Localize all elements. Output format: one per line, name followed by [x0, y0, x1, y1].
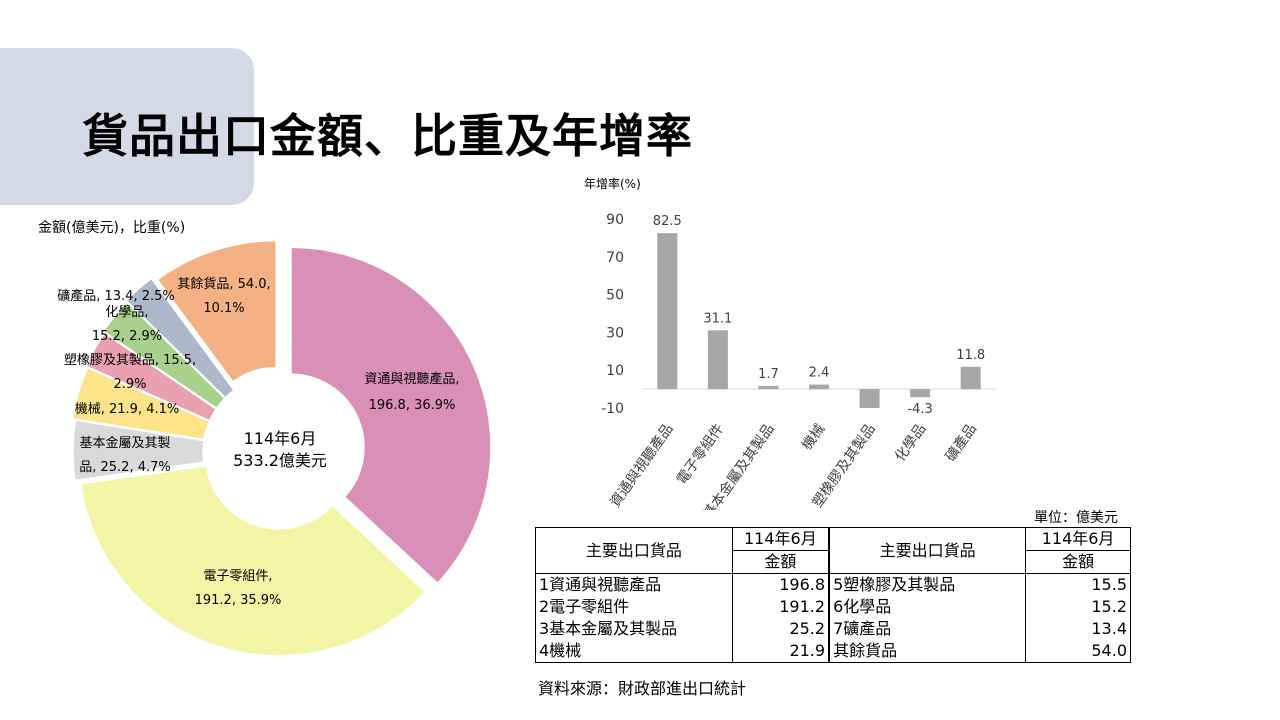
table-cell-value: 15.5: [1025, 573, 1131, 596]
table-cell-value: 21.9: [731, 640, 831, 663]
bar-y-tick-label: -10: [601, 401, 624, 417]
bar-y-tick-label: 10: [606, 363, 624, 379]
donut-slice-label: 191.2, 35.9%: [195, 593, 282, 608]
bar-y-tick-label: 50: [606, 288, 624, 304]
table-row: 4機械 21.9 其餘貨品 54.0: [535, 640, 1131, 663]
bar-y-tick-label: 30: [606, 325, 624, 341]
table-cell-name: 3基本金屬及其製品: [535, 618, 733, 640]
donut-slice: [71, 366, 211, 441]
table-cell-value: 191.2: [731, 596, 831, 618]
table-cell-value: 15.2: [1025, 596, 1131, 618]
bar-value-label: 11.8: [956, 348, 985, 363]
donut-slice: [72, 419, 205, 482]
donut-slice-label: 品, 25.2, 4.7%: [79, 460, 171, 475]
bar-value-label: 82.5: [653, 214, 682, 229]
table-cell-name: 2電子零組件: [535, 596, 733, 618]
donut-slice-label: 基本金屬及其製: [79, 435, 170, 451]
table-header-period-right: 114年6月: [1025, 527, 1131, 551]
title-background: [0, 48, 254, 205]
table-header-period-left: 114年6月: [731, 527, 831, 551]
bar-category-label: 礦產品: [942, 421, 980, 465]
donut-slice-label: 15.2, 2.9%: [92, 329, 162, 344]
bar-category-label: 電子零組件: [674, 421, 727, 488]
bar-y-axis-label: 年增率(%): [584, 176, 641, 191]
bar-value-label: -4.3: [907, 402, 932, 417]
table-cell-name: 7礦產品: [828, 618, 1027, 640]
donut-chart: 114年6月 533.2億美元 資通與視聽產品, 196.8, 36.9% 電子零組件,…: [57, 239, 492, 657]
donut-slice: [125, 277, 236, 399]
donut-slice-label: 資通與視聽產品,: [364, 371, 459, 387]
bar-category-label: 化學品: [892, 421, 929, 465]
bar-value-label: 2.4: [809, 366, 830, 381]
donut-slice: [156, 239, 277, 383]
bar-value-label: 1.7: [758, 367, 779, 382]
donut-slice-label: 其餘貨品, 54.0,: [177, 276, 270, 292]
table-header-goods-left: 主要出口貨品: [535, 527, 733, 574]
table-cell-value: 54.0: [1025, 640, 1131, 663]
bar-value-label: 31.1: [703, 311, 732, 326]
table-unit-note: 單位：億美元: [1034, 510, 1118, 526]
donut-slice: [290, 246, 492, 585]
page-title: 貨品出口金額、比重及年增率: [82, 109, 693, 163]
table-cell-name: 5塑橡膠及其製品: [828, 573, 1027, 596]
donut-center-period: 114年6月: [244, 429, 317, 448]
donut-slice: [79, 465, 427, 657]
donut-slice-label: 礦產品, 13.4, 2.5%: [57, 288, 175, 304]
table-cell-value: 25.2: [731, 618, 831, 640]
table-cell-name: 1資通與視聽產品: [535, 573, 733, 596]
growth-bar-chart: 年增率(%) 90 70 50 30 10 -10 82.5 資通與視聽產品 31.1 電子零組件 1…: [584, 176, 996, 510]
donut-center-total: 533.2億美元: [233, 451, 327, 470]
export-table: 主要出口貨品 114年6月 主要出口貨品 114年6月 金額 金額 1資通與視聽…: [535, 527, 1131, 663]
table-header-amount-right: 金額: [1025, 550, 1131, 574]
table-header-amount-left: 金額: [731, 550, 831, 574]
bar: [910, 389, 931, 398]
bar-category-label: 資通與視聽產品: [606, 421, 676, 510]
bar: [707, 330, 728, 390]
bar: [758, 385, 779, 390]
data-source: 資料來源：財政部進出口統計: [538, 679, 747, 698]
donut-slice-label: 10.1%: [203, 301, 244, 316]
donut-slice-label: 機械, 21.9, 4.1%: [75, 402, 180, 417]
donut-slice-label: 電子零組件,: [203, 569, 272, 584]
table-cell-name: 其餘貨品: [828, 640, 1027, 663]
bar: [859, 389, 880, 408]
donut-slice-label: 塑橡膠及其製品, 15.5,: [64, 353, 196, 368]
table-row: 1資通與視聽產品 196.8 5塑橡膠及其製品 15.5: [535, 573, 1131, 596]
bar: [809, 384, 829, 390]
bar-y-tick-label: 90: [606, 212, 624, 228]
bar: [657, 233, 678, 390]
donut-slice-label: 化學品,: [105, 305, 148, 320]
table-cell-name: 4機械: [535, 640, 733, 663]
bar-y-tick-label: 70: [606, 250, 624, 266]
bar: [960, 366, 981, 390]
donut-slice-label: 2.9%: [113, 377, 146, 392]
bar-category-label: 機械: [799, 421, 828, 453]
table-cell-name: 6化學品: [828, 596, 1027, 618]
donut-slice-label: 196.8, 36.9%: [369, 398, 456, 413]
table-row: 3基本金屬及其製品 25.2 7礦產品 13.4: [535, 618, 1131, 640]
table-cell-value: 13.4: [1025, 618, 1131, 640]
table-cell-value: 196.8: [731, 573, 831, 596]
donut-unit-label: 金額(億美元)，比重(%): [38, 220, 186, 236]
table-row: 2電子零組件 191.2 6化學品 15.2: [535, 596, 1131, 618]
table-header-goods-right: 主要出口貨品: [828, 527, 1027, 574]
